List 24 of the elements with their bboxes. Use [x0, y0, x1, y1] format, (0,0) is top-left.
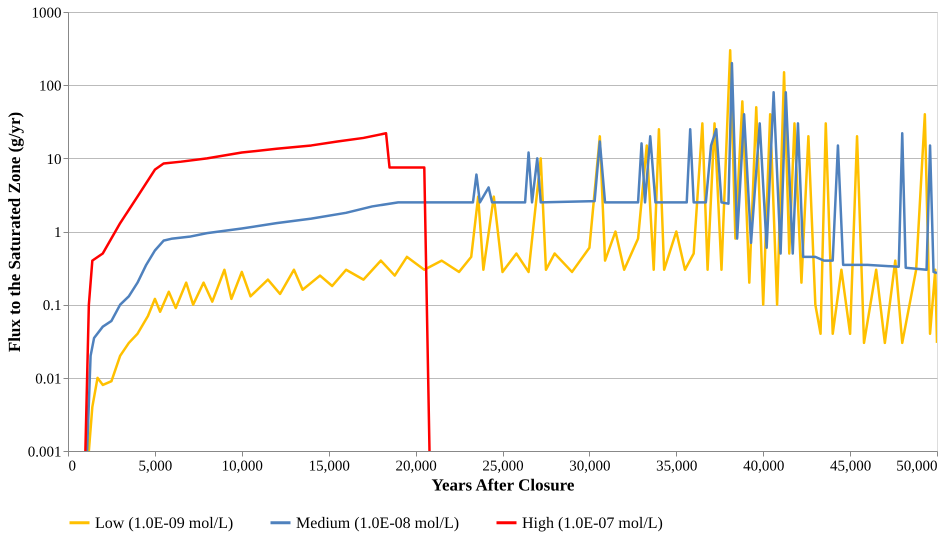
x-tick-label: 25,000 [482, 458, 524, 474]
legend-label: High (1.0E-07 mol/L) [522, 514, 663, 532]
y-tick-label: 0.001 [28, 444, 62, 460]
x-tick-label: 30,000 [569, 458, 611, 474]
x-tick-label: 45,000 [830, 458, 872, 474]
y-tick-label: 1000 [32, 6, 62, 22]
y-tick-label: 0.01 [35, 371, 62, 388]
y-tick-label: 0.1 [42, 298, 62, 314]
y-tick-label: 100 [39, 78, 62, 95]
x-tick-label: 5,000 [138, 458, 172, 474]
x-tick-label: 40,000 [743, 458, 784, 474]
line-series [84, 132, 431, 451]
x-tick-label: 20,000 [395, 458, 437, 474]
x-tick-label: 0 [68, 458, 76, 474]
x-axis-title: Years After Closure [432, 476, 575, 494]
x-tick-label: 50,000 [896, 458, 938, 474]
legend-label: Medium (1.0E-08 mol/L) [296, 514, 460, 532]
legend-label: Low (1.0E-09 mol/L) [95, 514, 234, 532]
y-tick-label: 1 [54, 225, 62, 241]
x-tick-label: 15,000 [308, 458, 350, 474]
y-tick-label: 10 [46, 152, 62, 168]
y-axis-title: Flux to the Saturated Zone (g/yr) [4, 112, 24, 352]
x-tick-label: 35,000 [656, 458, 698, 474]
x-tick-label: 10,000 [222, 458, 263, 474]
